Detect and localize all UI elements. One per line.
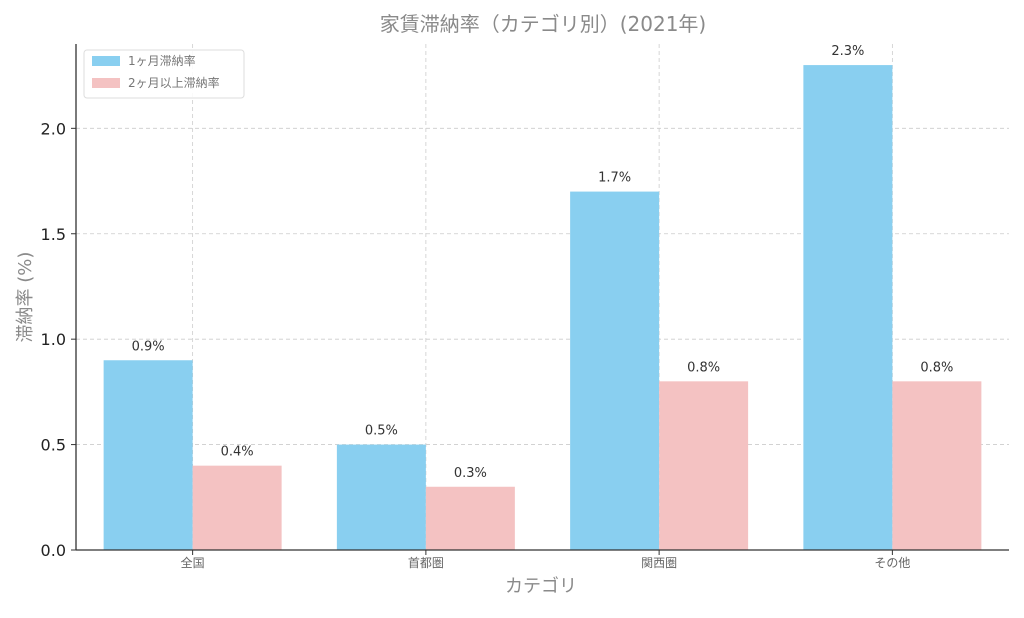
bar-one-month	[103, 360, 193, 550]
bar-two-months-plus	[892, 381, 982, 550]
x-tick-label: 関西圏	[641, 556, 677, 570]
bar-value-label: 0.8%	[920, 360, 953, 375]
bar-value-label: 0.5%	[365, 424, 398, 439]
chart-title: 家賃滞納率（カテゴリ別）(2021年)	[380, 12, 707, 36]
legend-box	[83, 49, 245, 99]
x-tick-label: その他	[874, 556, 910, 570]
y-tick-label: 1.5	[41, 225, 66, 244]
legend-swatch	[92, 56, 120, 66]
bar-value-label: 0.3%	[454, 466, 487, 481]
y-tick-label: 0.0	[41, 541, 66, 560]
legend-label: 2ヶ月以上滞納率	[128, 75, 220, 90]
bar-two-months-plus	[192, 465, 282, 550]
bar-value-label: 1.7%	[598, 171, 631, 186]
bar-one-month	[570, 191, 660, 551]
bar-value-label: 0.9%	[132, 339, 165, 354]
legend: 1ヶ月滞納率 2ヶ月以上滞納率	[83, 49, 245, 99]
bar-one-month	[803, 65, 893, 550]
bar-value-label: 0.4%	[221, 445, 254, 460]
x-tick-label: 首都圏	[408, 556, 444, 570]
bar-two-months-plus	[659, 381, 749, 550]
legend-label: 1ヶ月滞納率	[128, 53, 196, 68]
y-axis-title: 滞納率 (%)	[15, 252, 36, 343]
data-labels: 0.9% 0.5% 1.7% 2.3% 0.4% 0.3% 0.8% 0.8%	[132, 44, 954, 481]
axes: 0.0 0.5 1.0 1.5 2.0 全国 首都圏 関西圏 その他	[41, 44, 1009, 570]
y-tick-label: 1.0	[41, 330, 66, 349]
y-tick-label: 0.5	[41, 436, 66, 455]
bar-one-month	[336, 444, 426, 550]
bar-two-months-plus	[425, 486, 515, 550]
bar-value-label: 0.8%	[687, 360, 720, 375]
bars	[103, 65, 982, 551]
bar-value-label: 2.3%	[831, 44, 864, 59]
y-tick-label: 2.0	[41, 119, 66, 138]
x-axis-title: カテゴリ	[505, 576, 577, 597]
x-tick-label: 全国	[181, 555, 205, 570]
legend-swatch	[92, 78, 120, 88]
